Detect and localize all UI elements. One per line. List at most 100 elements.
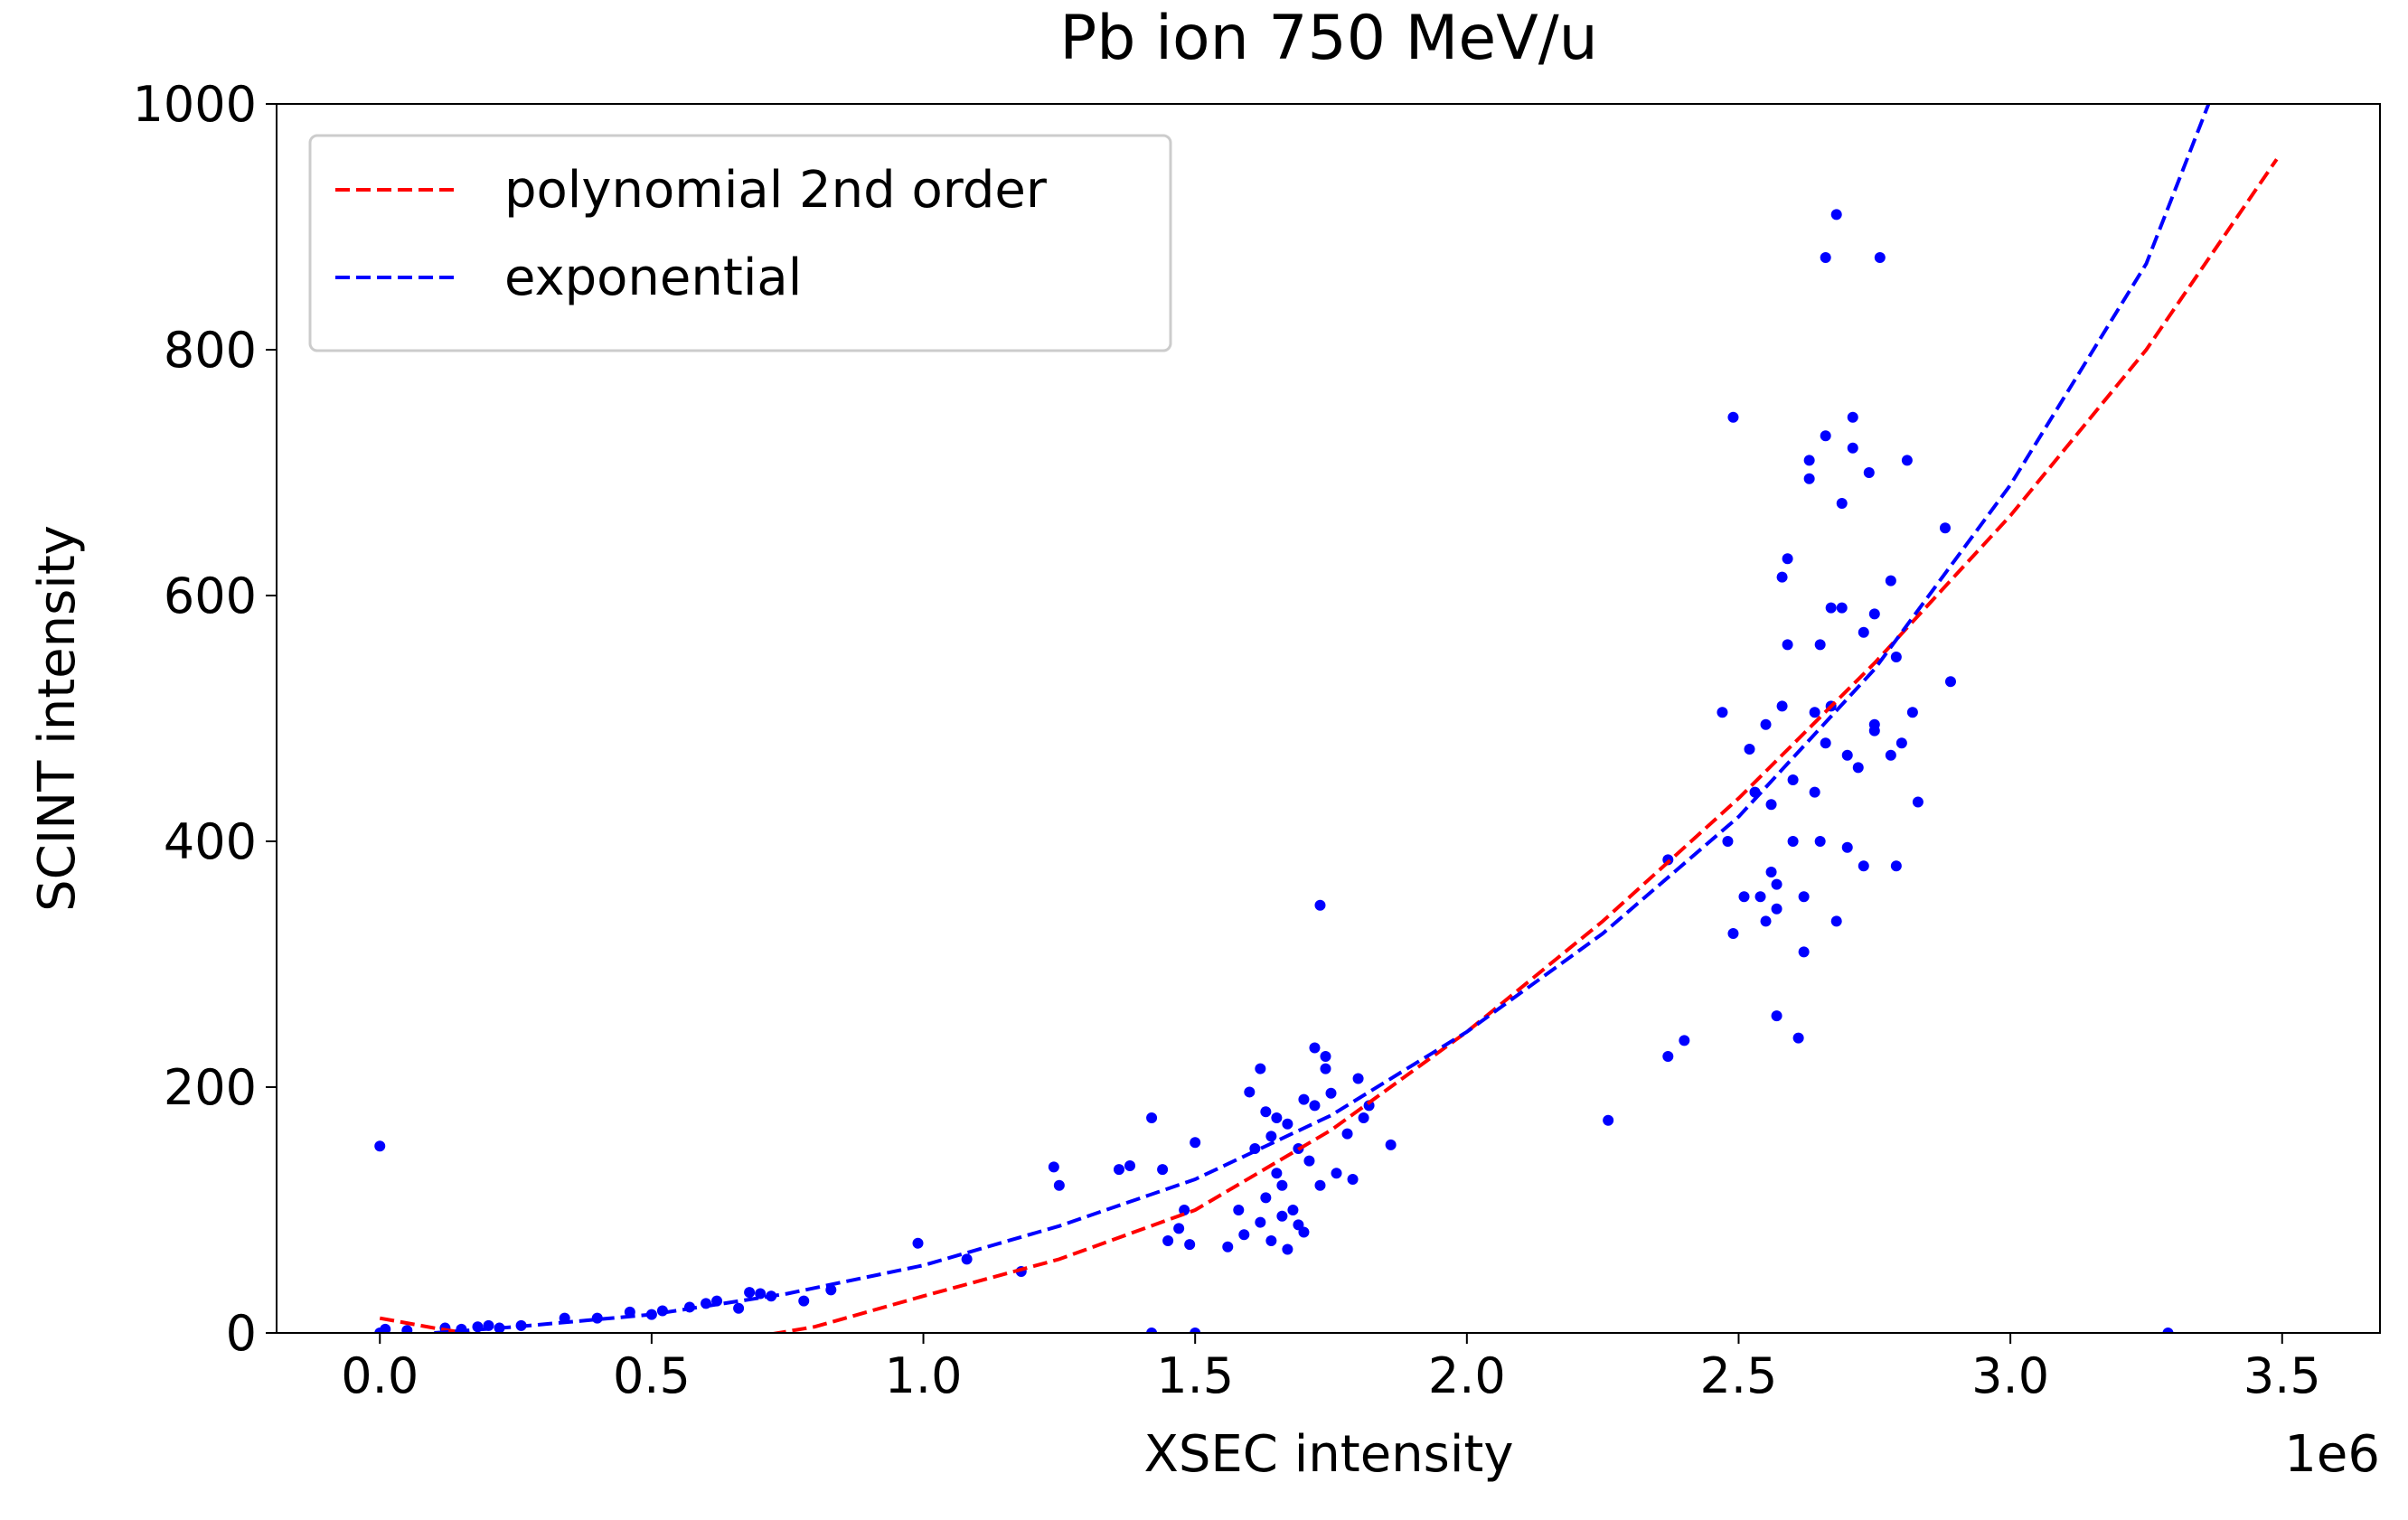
data-point [1265, 1131, 1277, 1142]
data-point [1760, 718, 1772, 730]
data-point [1048, 1161, 1059, 1173]
fit-line [379, 158, 2279, 1333]
data-point [798, 1295, 810, 1307]
data-point [1276, 1179, 1288, 1191]
data-point [1282, 1243, 1293, 1255]
data-point [1820, 430, 1831, 442]
data-point [1341, 1128, 1353, 1140]
data-point [1776, 571, 1788, 583]
legend-box [308, 134, 1172, 352]
data-point [1146, 1328, 1158, 1333]
data-point [1282, 1118, 1293, 1130]
data-point [1825, 602, 1837, 614]
data-point [1841, 841, 1853, 853]
data-point [1858, 626, 1869, 638]
data-point [1792, 1032, 1804, 1044]
data-point [1890, 652, 1902, 662]
data-point [1798, 891, 1810, 903]
data-point [1053, 1179, 1065, 1191]
data-point [1895, 737, 1907, 749]
data-point [1765, 799, 1777, 811]
data-point [1890, 860, 1902, 872]
data-point [1754, 891, 1766, 903]
data-point [1814, 836, 1826, 847]
data-point [744, 1287, 756, 1299]
data-point [1858, 860, 1869, 872]
data-point [1814, 639, 1826, 651]
data-point [1803, 473, 1815, 484]
data-point [1847, 411, 1858, 423]
data-point [1820, 252, 1831, 263]
plot-area [374, 104, 2279, 1333]
data-point [1271, 1112, 1283, 1123]
data-point [1717, 707, 1728, 718]
y-tick-label: 200 [164, 1059, 257, 1116]
data-point [1325, 1087, 1337, 1099]
data-point [1744, 744, 1755, 755]
data-point [1385, 1139, 1397, 1150]
data-point [1309, 1042, 1321, 1054]
data-point [1255, 1216, 1266, 1228]
x-offset-label: 1e6 [2284, 1425, 2380, 1484]
data-point [1358, 1112, 1369, 1123]
data-point [374, 1140, 386, 1152]
data-point [1722, 836, 1734, 847]
data-point [1809, 707, 1820, 718]
data-point [1852, 762, 1864, 774]
data-point [1939, 522, 1951, 534]
data-point [1184, 1239, 1196, 1251]
fit-line [434, 104, 2211, 1333]
data-point [1162, 1235, 1174, 1246]
data-point [1765, 867, 1777, 877]
data-point [1727, 411, 1739, 423]
data-point [591, 1312, 603, 1324]
y-tick-label: 0 [226, 1305, 257, 1362]
data-point [1233, 1205, 1245, 1215]
data-point [380, 1323, 391, 1333]
x-tick-label: 2.5 [1700, 1347, 1778, 1404]
data-point [1303, 1155, 1315, 1167]
data-point [1331, 1168, 1342, 1179]
data-point [1314, 1179, 1326, 1191]
data-point [1782, 553, 1793, 565]
data-point [1830, 209, 1842, 220]
data-point [1146, 1112, 1158, 1123]
data-point [1157, 1164, 1169, 1176]
y-axis-label: SCINT intensity [28, 525, 87, 912]
data-point [1836, 602, 1848, 614]
data-point [1809, 786, 1820, 798]
x-tick-label: 0.5 [613, 1347, 691, 1404]
data-point [733, 1302, 745, 1314]
data-point [1944, 676, 1956, 688]
data-point [1912, 796, 1924, 808]
data-point [1124, 1160, 1136, 1172]
data-point [1352, 1073, 1364, 1084]
data-point [1901, 455, 1913, 466]
x-axis-label: XSEC intensity [1144, 1425, 1514, 1484]
data-point [1760, 915, 1772, 927]
data-point [1874, 252, 1886, 263]
data-point [1787, 836, 1799, 847]
data-point [1782, 639, 1793, 651]
data-point [1260, 1192, 1272, 1204]
data-point [1255, 1063, 1266, 1074]
data-point [1190, 1137, 1201, 1149]
data-point [1314, 899, 1326, 911]
data-point [755, 1288, 767, 1300]
data-point [1222, 1241, 1234, 1253]
data-point [1830, 915, 1842, 927]
data-point [1260, 1106, 1272, 1118]
x-tick-label: 3.5 [2243, 1347, 2321, 1404]
data-point [1320, 1051, 1331, 1062]
data-point [1798, 946, 1810, 958]
data-point [1320, 1063, 1331, 1074]
x-tick-label: 0.0 [341, 1347, 419, 1404]
data-point [1190, 1328, 1201, 1333]
data-point [1776, 700, 1788, 712]
y-tick-label: 400 [164, 813, 257, 870]
data-point [1863, 467, 1875, 478]
data-point [1771, 903, 1782, 915]
data-point [1603, 1114, 1614, 1126]
